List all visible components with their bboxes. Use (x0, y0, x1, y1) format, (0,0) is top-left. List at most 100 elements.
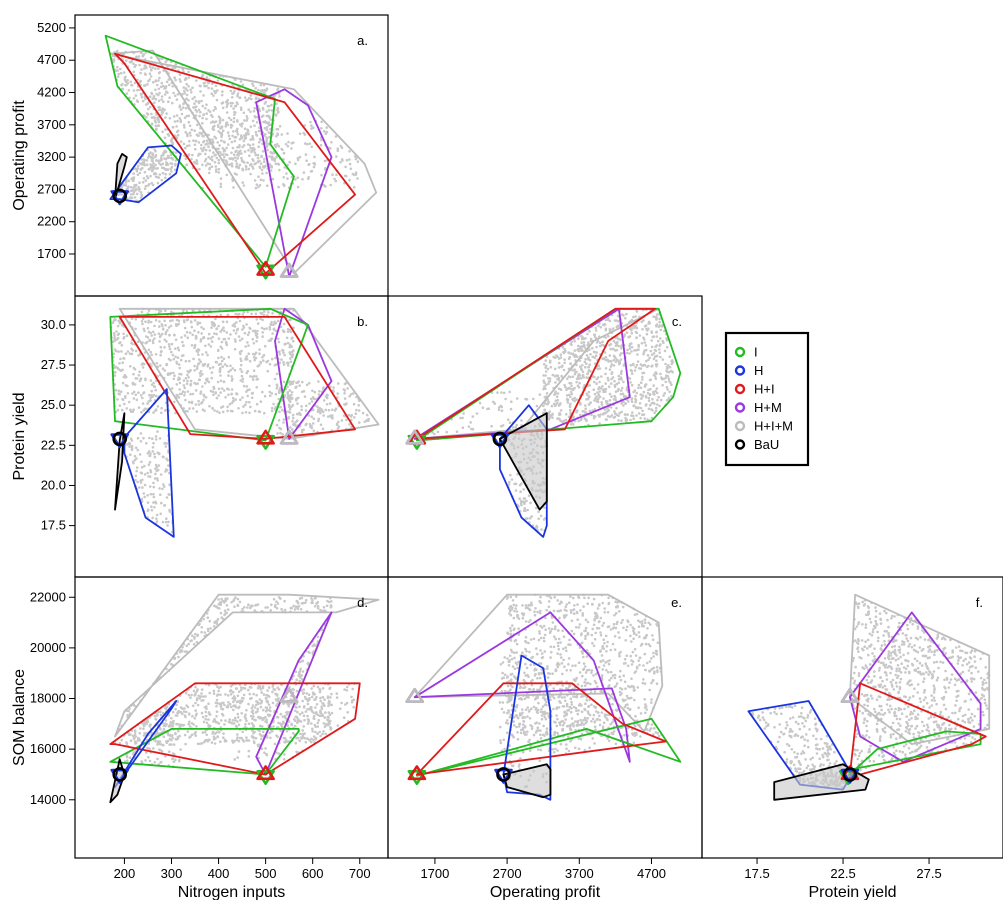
cloud-point (620, 389, 623, 392)
cloud-point (269, 169, 273, 172)
cloud-point (256, 322, 260, 325)
cloud-point (279, 729, 282, 732)
cloud-point (134, 187, 138, 191)
cloud-point (285, 336, 289, 340)
cloud-point (126, 713, 129, 717)
cloud-point (602, 397, 605, 400)
cloud-point (143, 329, 146, 333)
cloud-point (345, 701, 349, 705)
cloud-point (547, 418, 551, 421)
cloud-point (344, 403, 347, 407)
cloud-point (202, 398, 205, 402)
cloud-point (289, 736, 293, 739)
cloud-point (242, 326, 246, 329)
cloud-point (571, 369, 574, 372)
cloud-point (249, 125, 253, 128)
cloud-point (653, 348, 657, 352)
cloud-point (269, 338, 273, 341)
cloud-point (163, 369, 167, 372)
cloud-point (557, 357, 561, 360)
cloud-point (159, 748, 162, 752)
cloud-point (243, 127, 247, 130)
cloud-point (227, 374, 230, 377)
cloud-point (567, 357, 571, 361)
cloud-point (219, 703, 222, 706)
cloud-point (243, 715, 247, 719)
cloud-point (163, 504, 166, 507)
cloud-point (342, 388, 346, 391)
cloud-point (226, 597, 229, 600)
cloud-point (200, 402, 203, 405)
cloud-point (276, 111, 280, 114)
cloud-point (155, 92, 158, 96)
cloud-point (317, 393, 321, 396)
cloud-point (268, 390, 272, 394)
cloud-point (209, 157, 212, 161)
cloud-point (242, 111, 246, 115)
cloud-point (578, 347, 582, 351)
cloud-point (233, 698, 237, 702)
cloud-point (234, 312, 237, 316)
cloud-point (606, 400, 609, 403)
cloud-point (187, 642, 190, 646)
cloud-point (335, 422, 339, 426)
cloud-point (195, 367, 199, 371)
cloud-point (203, 409, 206, 413)
cloud-point (171, 125, 175, 129)
cloud-point (301, 380, 304, 384)
cloud-point (594, 354, 598, 358)
cloud-point (132, 62, 135, 66)
cloud-point (263, 310, 266, 313)
marker-a-BaU (112, 188, 128, 204)
cloud-point (179, 108, 183, 111)
cloud-point (179, 80, 182, 83)
cloud-point (307, 176, 311, 179)
marker-a-H (110, 190, 130, 206)
cloud-point (127, 179, 130, 183)
cloud-point (589, 401, 592, 405)
cloud-point (252, 149, 255, 152)
cloud-point (199, 90, 202, 93)
cloud-point (191, 704, 195, 708)
cloud-point (546, 367, 550, 371)
cloud-point (194, 692, 197, 695)
cloud-point (165, 112, 168, 115)
cloud-point (238, 152, 241, 155)
cloud-point (652, 392, 655, 396)
cloud-point (217, 337, 221, 340)
cloud-point (293, 608, 297, 611)
cloud-point (587, 390, 591, 394)
cloud-point (665, 399, 669, 402)
cloud-point (172, 719, 175, 723)
cloud-point (165, 705, 169, 709)
cloud-point (151, 450, 155, 453)
cloud-point (222, 326, 225, 330)
cloud-point (507, 483, 511, 486)
cloud-point (243, 119, 246, 122)
cloud-point (152, 162, 155, 165)
cloud-point (193, 637, 196, 640)
cloud-point (188, 407, 191, 410)
cloud-point (248, 400, 251, 404)
cloud-point (310, 695, 314, 699)
cloud-point (656, 403, 659, 406)
cloud-point (201, 731, 205, 734)
cloud-point (143, 72, 147, 75)
cloud-point (178, 723, 182, 726)
cloud-point (518, 483, 522, 487)
cloud-point (582, 376, 585, 379)
cloud-point (168, 508, 171, 512)
cloud-point (274, 162, 278, 166)
cloud-point (316, 604, 320, 608)
cloud-point (239, 686, 243, 689)
cloud-point (210, 340, 214, 343)
cloud-point (201, 134, 204, 138)
cloud-point (193, 319, 197, 322)
cloud-point (614, 341, 617, 345)
cloud-point (322, 399, 326, 402)
cloud-point (237, 335, 241, 338)
cloud-point (207, 683, 211, 687)
cloud-point (218, 144, 221, 147)
cloud-point (540, 528, 543, 531)
cloud-point (144, 103, 148, 106)
